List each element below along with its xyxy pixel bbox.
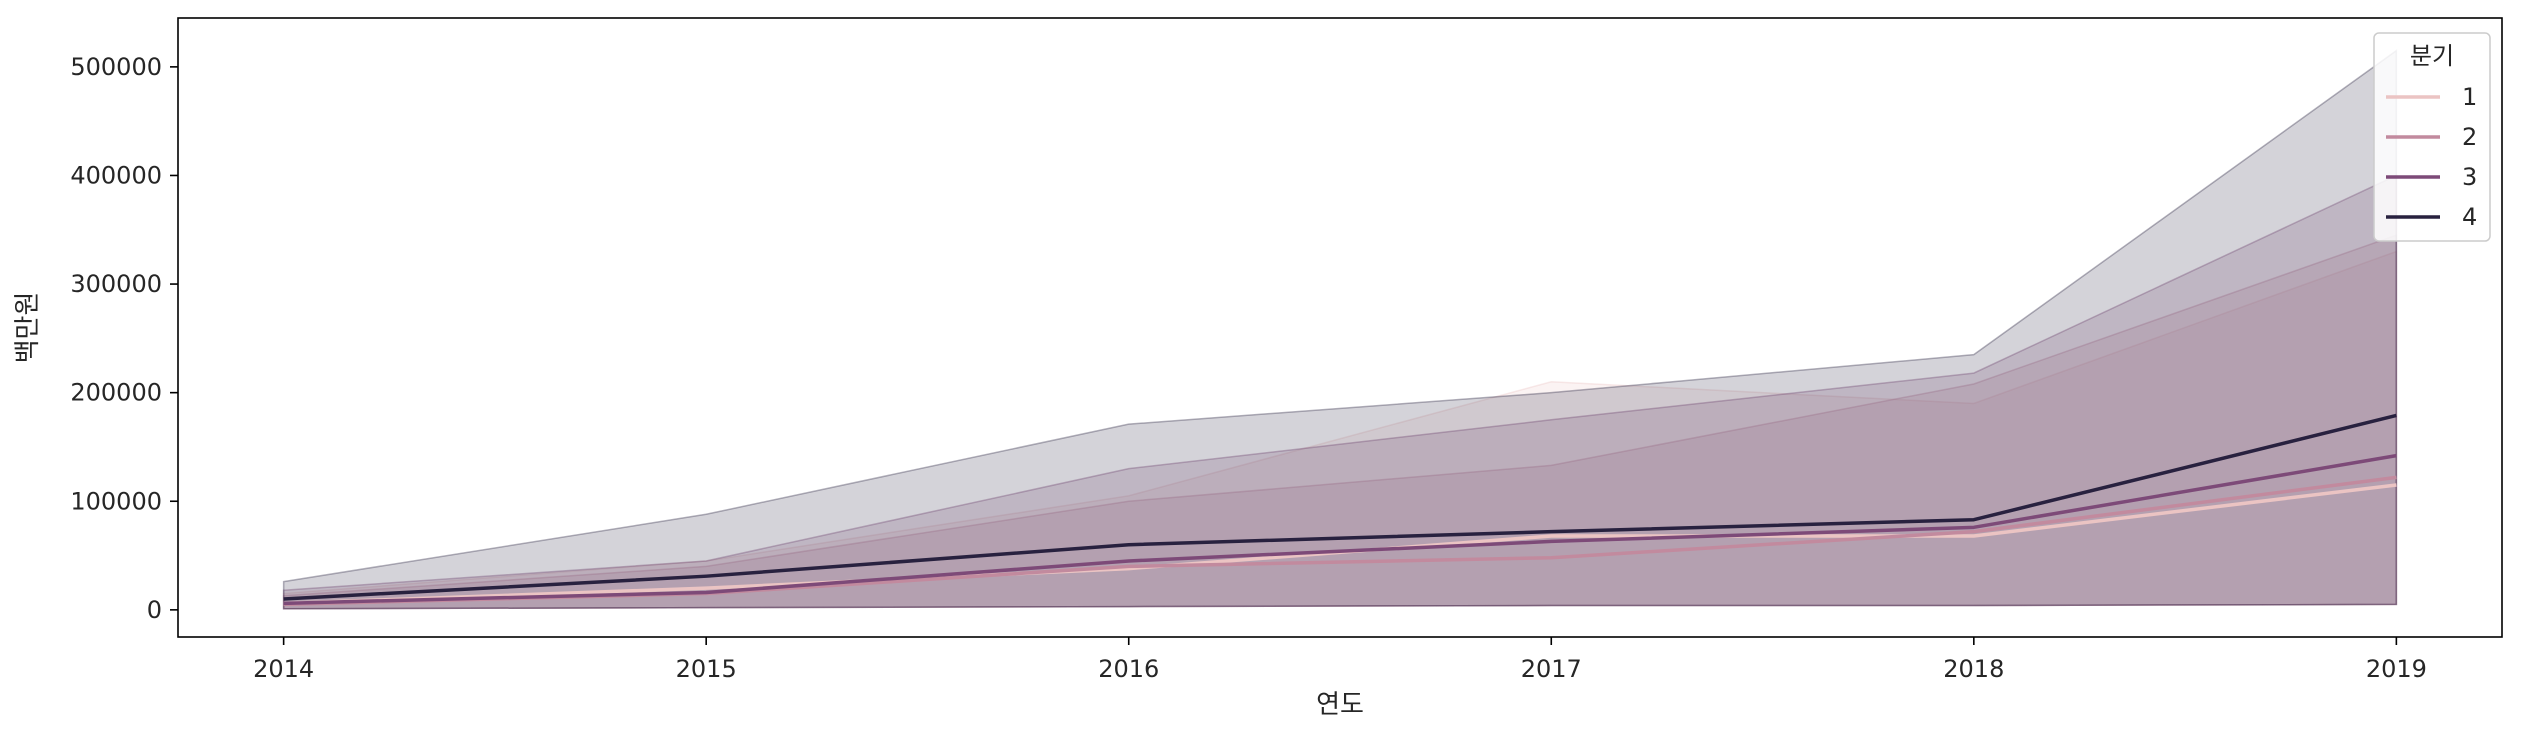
legend-label-1: 1 — [2462, 83, 2477, 111]
y-tick-label-200000: 200000 — [70, 379, 162, 407]
y-tick-label-300000: 300000 — [70, 270, 162, 298]
x-tick-label-2018: 2018 — [1943, 655, 2004, 683]
x-tick-label-2015: 2015 — [676, 655, 737, 683]
x-tick-label-2016: 2016 — [1098, 655, 1159, 683]
series-3-line — [283, 453, 2397, 606]
y-tick-label-400000: 400000 — [70, 161, 162, 189]
x-tick-label-2014: 2014 — [253, 655, 314, 683]
y-axis-title: 백만원 — [13, 292, 43, 364]
legend-label-2: 2 — [2462, 123, 2477, 151]
series-3-band — [282, 174, 2398, 610]
series-4-band — [282, 49, 2398, 610]
series-lines — [283, 413, 2397, 607]
legend: 분기 1 2 3 4 — [2373, 32, 2491, 242]
legend-title: 분기 — [2410, 42, 2454, 70]
y-tick-label-0: 0 — [147, 596, 162, 624]
plot-frame — [177, 17, 2503, 638]
x-axis: 2014 2015 2016 2017 2018 2019 — [253, 637, 2427, 683]
x-tick-label-2017: 2017 — [1521, 655, 1582, 683]
y-tick-label-500000: 500000 — [70, 53, 162, 81]
y-axis: 0 100000 200000 300000 400000 500000 — [70, 53, 178, 624]
legend-label-3: 3 — [2462, 163, 2477, 191]
x-axis-title: 연도 — [1316, 690, 1364, 720]
legend-label-4: 4 — [2462, 203, 2477, 231]
x-tick-label-2019: 2019 — [2366, 655, 2427, 683]
y-tick-label-100000: 100000 — [70, 487, 162, 515]
series-2-band — [282, 234, 2398, 610]
series-1-band — [282, 250, 2398, 610]
series-4-line — [283, 413, 2397, 601]
legend-items: 1 2 3 4 — [2386, 83, 2477, 231]
confidence-bands — [282, 49, 2398, 610]
